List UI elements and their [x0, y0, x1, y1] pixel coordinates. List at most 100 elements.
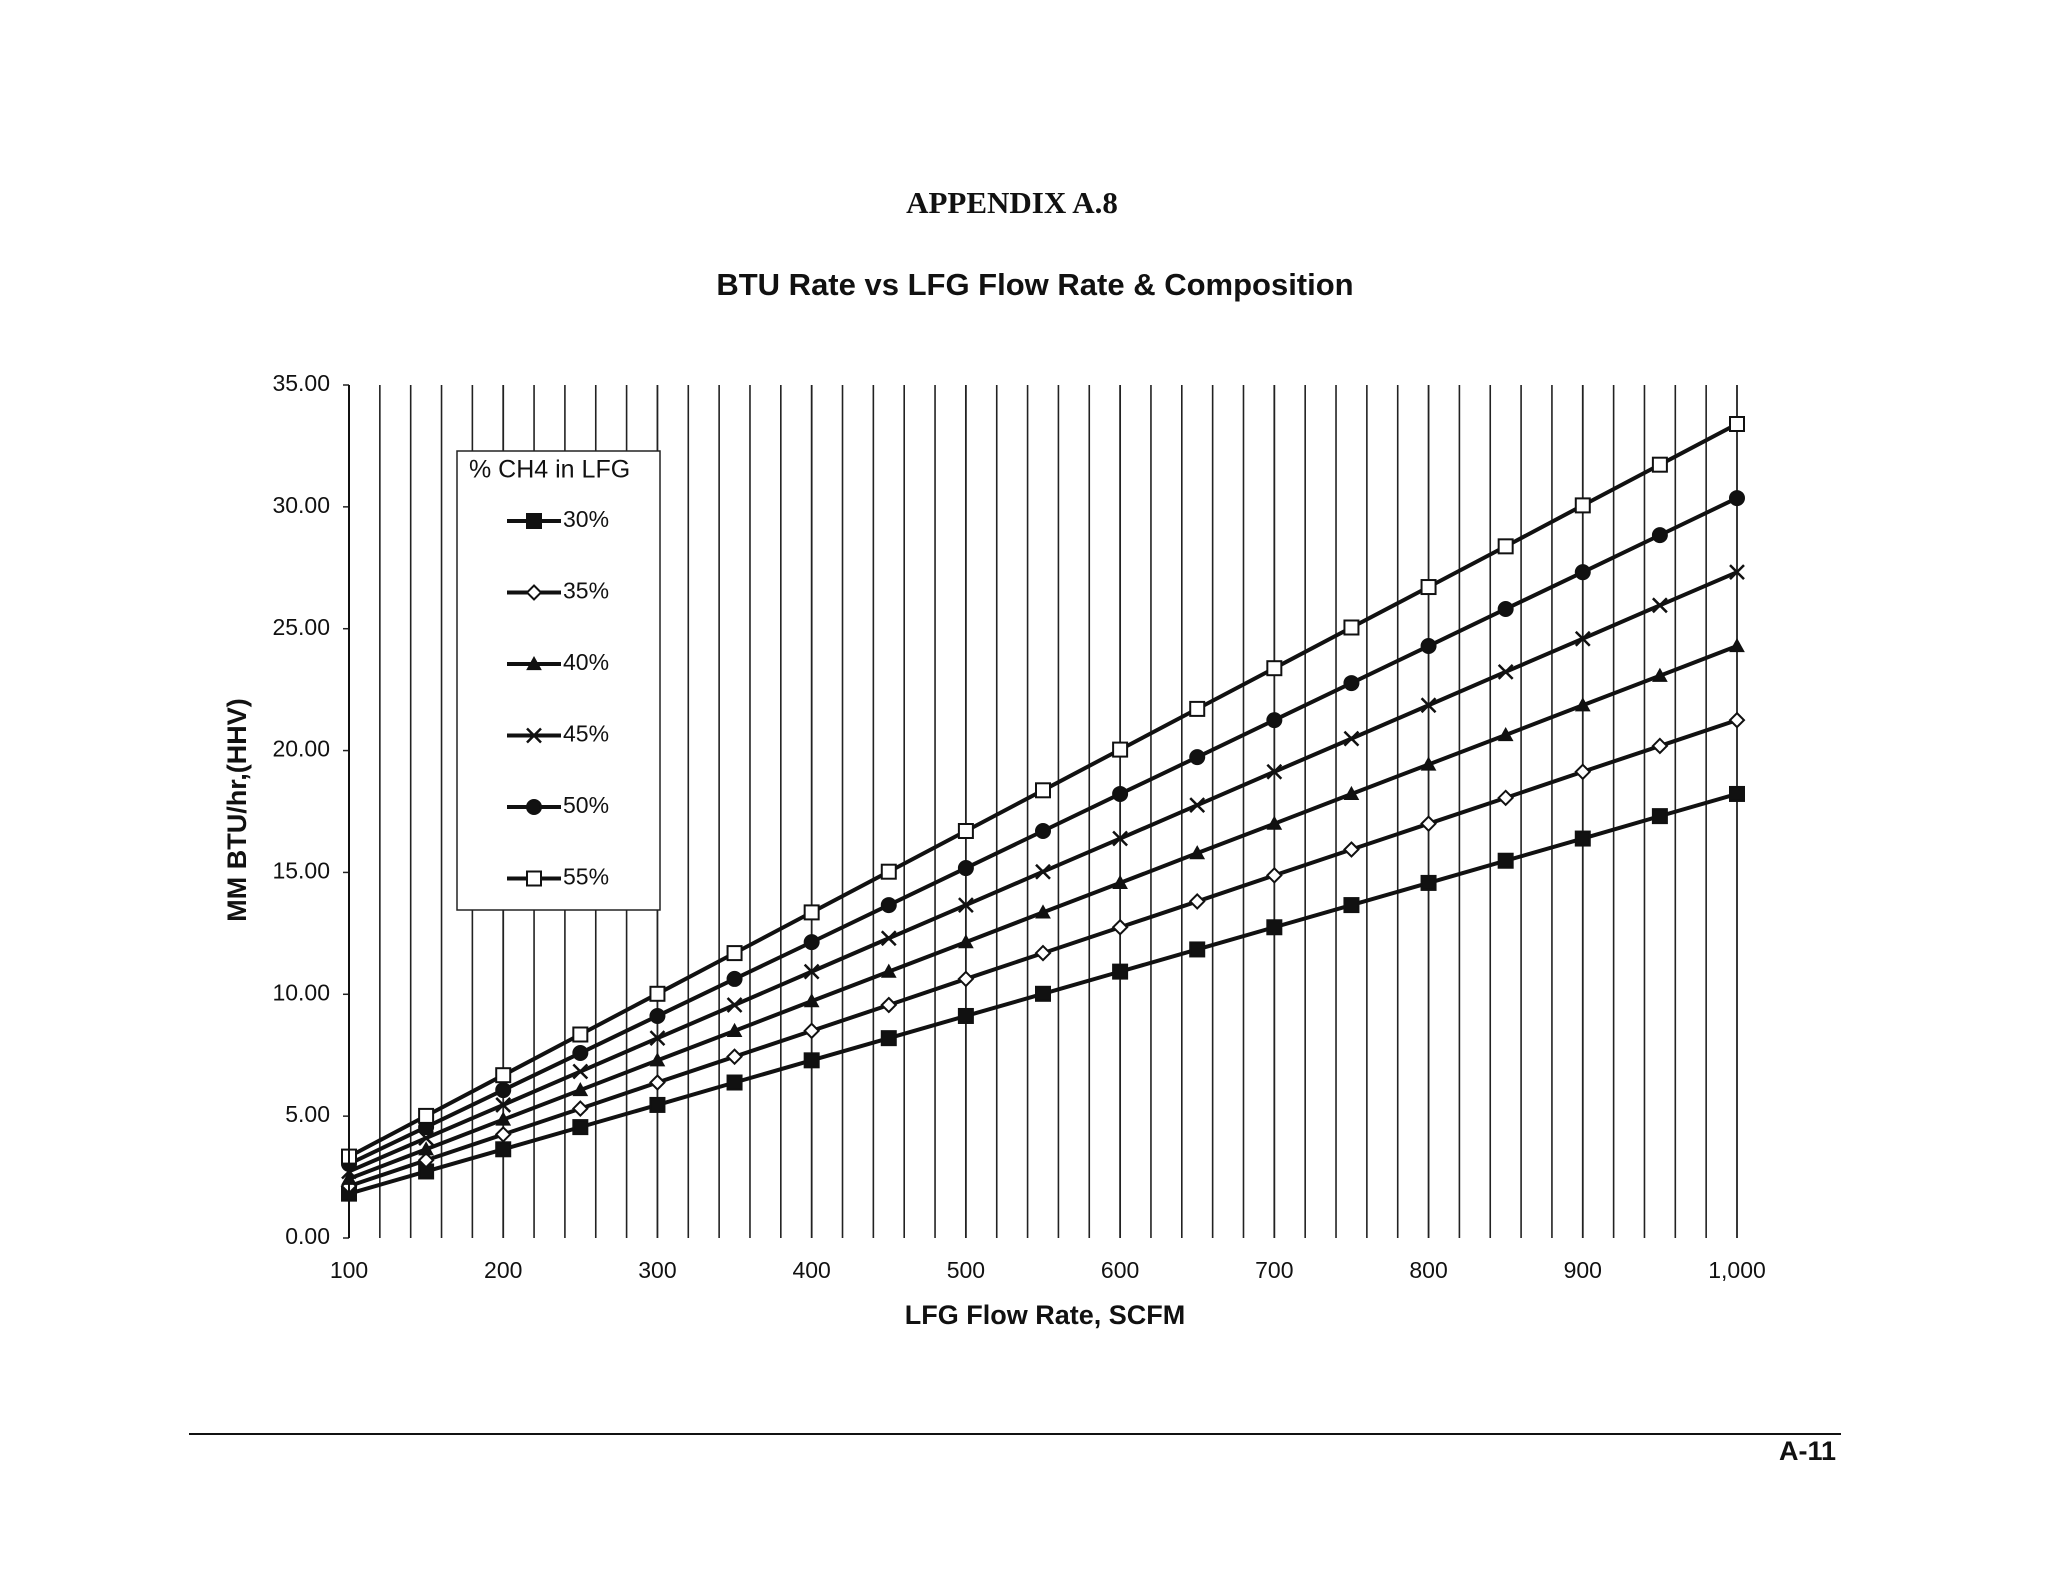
x-tick-label: 600 [1101, 1257, 1139, 1283]
marker [880, 1030, 897, 1047]
marker [958, 897, 974, 913]
marker [526, 727, 542, 744]
marker [1574, 564, 1591, 581]
marker [1574, 763, 1592, 781]
marker [1343, 619, 1360, 636]
marker [1189, 941, 1206, 958]
legend-label: 50% [563, 792, 609, 818]
marker [880, 863, 897, 880]
marker [1112, 830, 1128, 847]
marker [803, 904, 820, 921]
marker [526, 655, 542, 671]
marker [1265, 866, 1283, 884]
marker [1652, 667, 1668, 682]
legend-label: 35% [563, 578, 609, 604]
marker [1266, 712, 1283, 729]
y-tick-label: 35.00 [272, 370, 330, 396]
x-tick-label: 700 [1255, 1257, 1293, 1283]
marker [1112, 785, 1129, 802]
marker [880, 996, 898, 1014]
x-tick-label: 800 [1409, 1257, 1447, 1283]
marker [572, 1026, 589, 1043]
marker [1497, 538, 1514, 555]
marker [418, 1141, 434, 1156]
marker [1035, 782, 1051, 799]
marker [1266, 763, 1283, 780]
marker [726, 997, 743, 1013]
legend-label: 30% [563, 506, 609, 532]
marker [649, 1074, 666, 1091]
chart-title: BTU Rate vs LFG Flow Rate & Composition [716, 267, 1353, 302]
marker [803, 1022, 821, 1040]
marker [1574, 497, 1591, 514]
marker [417, 1151, 435, 1169]
marker [1034, 944, 1052, 962]
plot-area: 100 200 300 400 500 600 700 800 900 1,000 0.00 5.00… [272, 370, 1765, 1283]
marker [1420, 756, 1437, 771]
marker [1343, 730, 1360, 747]
marker [495, 1111, 512, 1126]
legend-label: 40% [563, 649, 609, 675]
marker [495, 1067, 512, 1084]
legend-label: 55% [563, 864, 609, 890]
marker [1343, 785, 1360, 801]
y-tick-label: 10.00 [272, 979, 330, 1005]
marker [1728, 711, 1746, 729]
marker [1420, 579, 1437, 596]
marker [1497, 852, 1514, 869]
marker [1343, 897, 1360, 914]
marker [1497, 600, 1514, 617]
marker [649, 1007, 666, 1024]
y-tick-label: 25.00 [272, 614, 330, 640]
marker [726, 1022, 743, 1037]
marker [1420, 697, 1437, 714]
marker [1420, 815, 1437, 833]
marker [526, 513, 542, 529]
marker [1112, 963, 1129, 980]
marker [957, 822, 974, 839]
y-tick-label: 30.00 [272, 492, 330, 518]
marker [572, 1119, 589, 1136]
y-tick-label: 15.00 [272, 858, 330, 884]
marker [1189, 797, 1206, 814]
marker [649, 1052, 666, 1067]
x-tick-label: 400 [792, 1257, 830, 1283]
marker [1651, 456, 1668, 473]
y-tick-label: 20.00 [272, 736, 330, 762]
y-axis-title: MM BTU/hr,(HHV) [222, 698, 252, 921]
marker [1651, 527, 1668, 544]
marker [1574, 697, 1591, 712]
marker [1729, 564, 1745, 581]
marker [525, 584, 543, 601]
page-number: A-11 [1779, 1436, 1836, 1466]
x-axis-title: LFG Flow Rate, SCFM [905, 1300, 1186, 1330]
marker [958, 934, 974, 949]
marker [957, 860, 974, 877]
marker [726, 1048, 743, 1066]
marker [1574, 630, 1591, 647]
marker [1111, 918, 1129, 936]
marker [1651, 808, 1668, 825]
marker [1189, 700, 1206, 717]
marker [526, 870, 542, 887]
marker [1420, 638, 1437, 655]
marker [1266, 815, 1283, 830]
x-tick-label: 1,000 [1708, 1257, 1766, 1283]
marker [494, 1126, 512, 1143]
marker [649, 985, 666, 1002]
marker [649, 1096, 666, 1113]
marker [1497, 663, 1514, 680]
marker [1112, 741, 1129, 758]
y-tick-label: 0.00 [285, 1223, 330, 1249]
marker [1651, 737, 1669, 755]
x-tick-label: 200 [484, 1257, 522, 1283]
marker [726, 945, 743, 962]
legend-box [456, 450, 661, 911]
marker [495, 1082, 512, 1099]
x-tick-label: 900 [1564, 1257, 1602, 1283]
marker [1652, 597, 1668, 614]
marker [1497, 789, 1515, 807]
marker [1729, 637, 1745, 653]
marker [1188, 893, 1206, 910]
marker [1266, 660, 1283, 677]
